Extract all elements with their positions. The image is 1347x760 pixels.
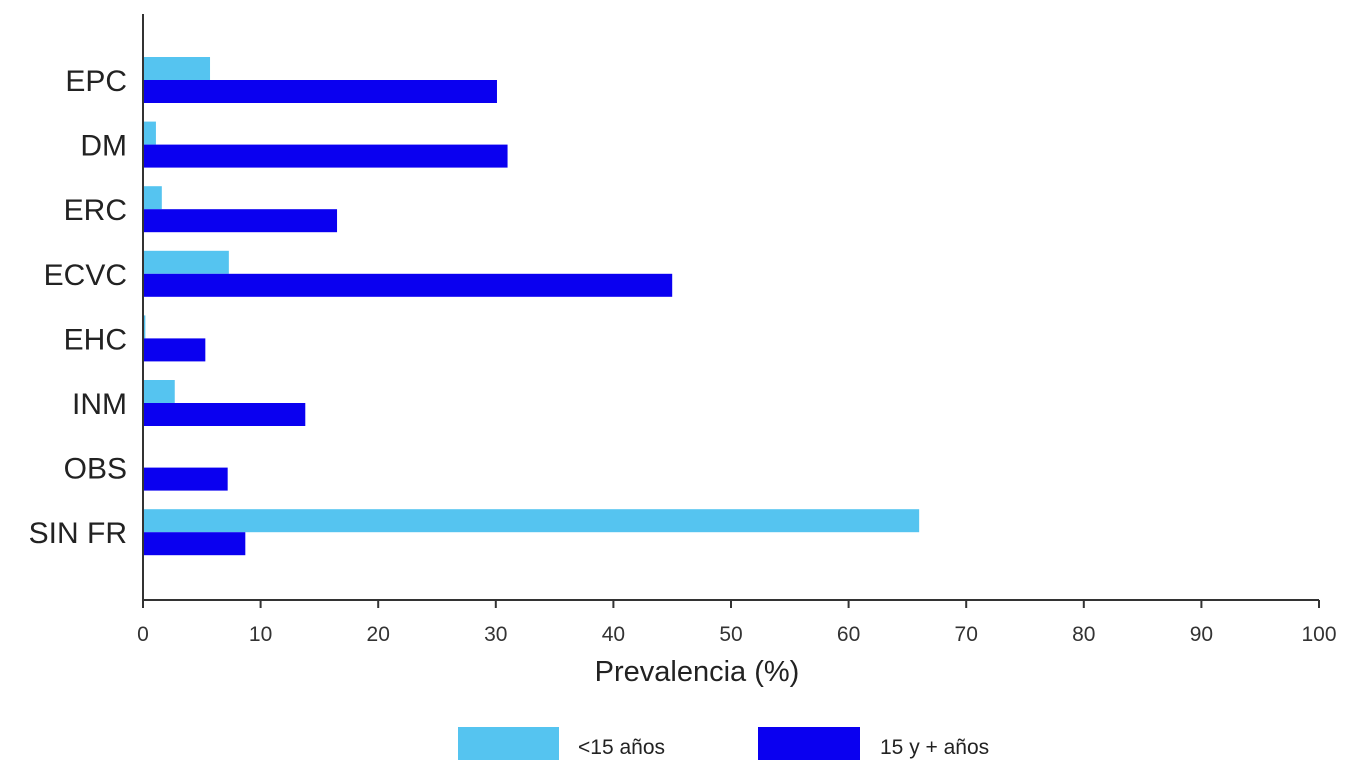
legend-swatch-under-15: [458, 727, 559, 760]
bar-ecvc-series-0: [144, 250, 229, 274]
category-label-sin-fr: SIN FR: [29, 517, 127, 550]
x-tick-label-20: 20: [367, 623, 390, 646]
legend: <15 años 15 y + años: [458, 727, 989, 760]
legend-label-under-15: <15 años: [578, 736, 665, 759]
x-tick-label-90: 90: [1190, 623, 1213, 646]
bar-ecvc-series-1: [144, 273, 673, 297]
x-tick-label-100: 100: [1301, 623, 1336, 646]
category-label-epc: EPC: [65, 65, 127, 98]
bar-inm-series-0: [144, 380, 175, 403]
category-label-erc: ERC: [64, 194, 127, 227]
category-label-obs: OBS: [64, 453, 127, 486]
bar-epc-series-1: [144, 80, 497, 103]
bar-sin-fr-series-1: [144, 532, 246, 556]
bar-erc-series-0: [144, 186, 162, 210]
x-tick-label-50: 50: [719, 623, 742, 646]
x-tick-label-10: 10: [249, 623, 272, 646]
category-label-ecvc: ECVC: [44, 259, 127, 292]
x-tick-label-80: 80: [1072, 623, 1095, 646]
category-label-dm: DM: [80, 130, 127, 163]
bar-dm-series-1: [144, 144, 508, 168]
category-label-inm: INM: [72, 388, 127, 421]
x-tick-label-0: 0: [137, 623, 149, 646]
bar-ehc-series-1: [144, 338, 206, 362]
x-axis-title: Prevalencia (%): [595, 656, 800, 688]
x-tick-label-30: 30: [484, 623, 507, 646]
bar-ehc-series-0: [144, 315, 146, 339]
bars-group: [144, 57, 920, 556]
x-tick-label-40: 40: [602, 623, 625, 646]
x-tick-label-70: 70: [955, 623, 978, 646]
bar-obs-series-1: [144, 467, 228, 491]
legend-swatch-15-plus: [758, 727, 860, 760]
category-label-ehc: EHC: [64, 323, 127, 356]
bar-inm-series-1: [144, 403, 306, 426]
category-labels: EPC DM ERC ECVC EHC INM OBS SIN FR: [29, 65, 127, 550]
x-tick-label-60: 60: [837, 623, 860, 646]
bar-dm-series-0: [144, 121, 156, 145]
x-axis-ticks: 0 10 20 30 40 50 60 70 80 90 100: [137, 600, 1337, 646]
bar-epc-series-0: [144, 57, 211, 80]
legend-label-15-plus: 15 y + años: [880, 736, 989, 759]
bar-erc-series-1: [144, 209, 338, 233]
bar-sin-fr-series-0: [144, 509, 920, 533]
